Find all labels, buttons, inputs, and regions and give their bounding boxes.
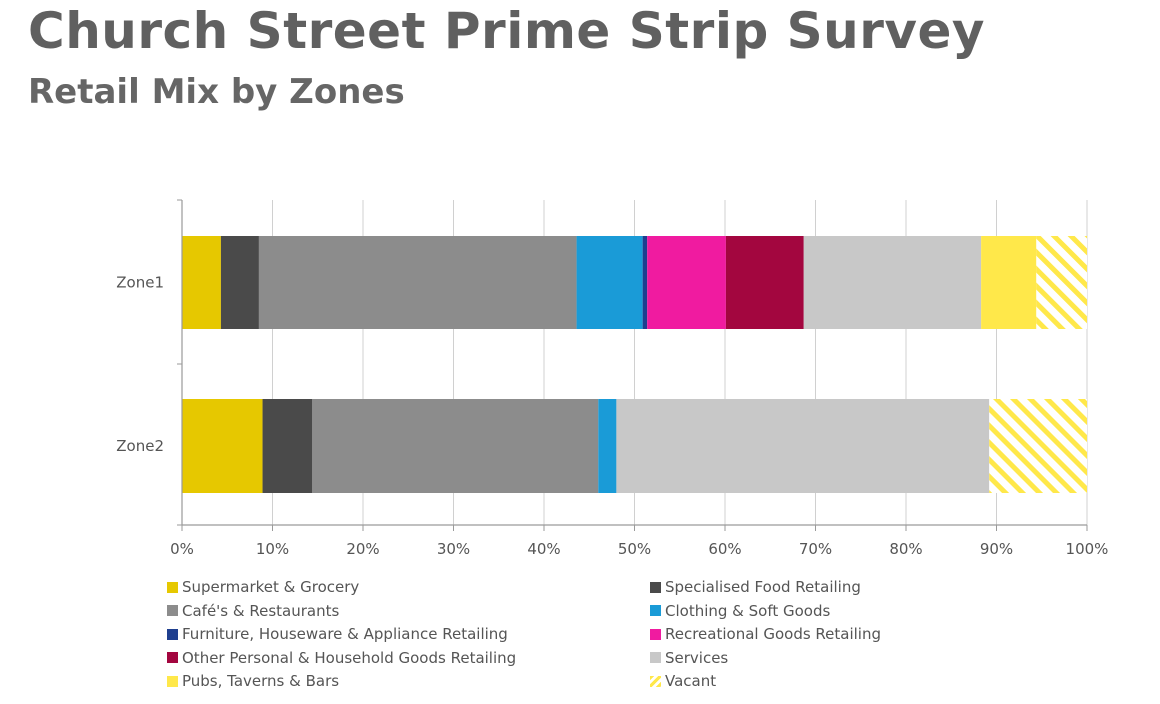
bar-segment	[642, 236, 648, 329]
bar-segment	[182, 399, 263, 493]
bar-segment	[220, 236, 259, 329]
bar-segment	[182, 236, 221, 329]
x-tick-label: 90%	[980, 540, 1013, 558]
bar-segment	[981, 236, 1037, 329]
bar-segment	[1036, 236, 1087, 329]
x-tick-label: 0%	[170, 540, 194, 558]
x-tick-label: 10%	[256, 540, 289, 558]
bar-segment	[803, 236, 982, 329]
x-tick-label: 100%	[1066, 540, 1109, 558]
x-tick-label: 60%	[708, 540, 741, 558]
bar-segment	[647, 236, 726, 329]
bar-segment	[262, 399, 313, 493]
bar-segment	[616, 399, 990, 493]
x-tick-label: 30%	[437, 540, 470, 558]
x-tick-label: 80%	[889, 540, 922, 558]
chart-title: Church Street Prime Strip Survey	[28, 2, 986, 60]
x-tick-label: 50%	[618, 540, 651, 558]
bar-segment	[725, 236, 804, 329]
bar-segment	[989, 399, 1087, 493]
bar-segment	[312, 399, 599, 493]
y-category-label: Zone2	[116, 437, 164, 455]
chart-subtitle: Retail Mix by Zones	[28, 72, 405, 112]
bar-segment	[576, 236, 643, 329]
bar-segment	[258, 236, 577, 329]
x-tick-label: 20%	[346, 540, 379, 558]
y-category-label: Zone1	[116, 274, 164, 292]
bar-segment	[598, 399, 617, 493]
x-tick-label: 40%	[527, 540, 560, 558]
x-tick-label: 70%	[799, 540, 832, 558]
